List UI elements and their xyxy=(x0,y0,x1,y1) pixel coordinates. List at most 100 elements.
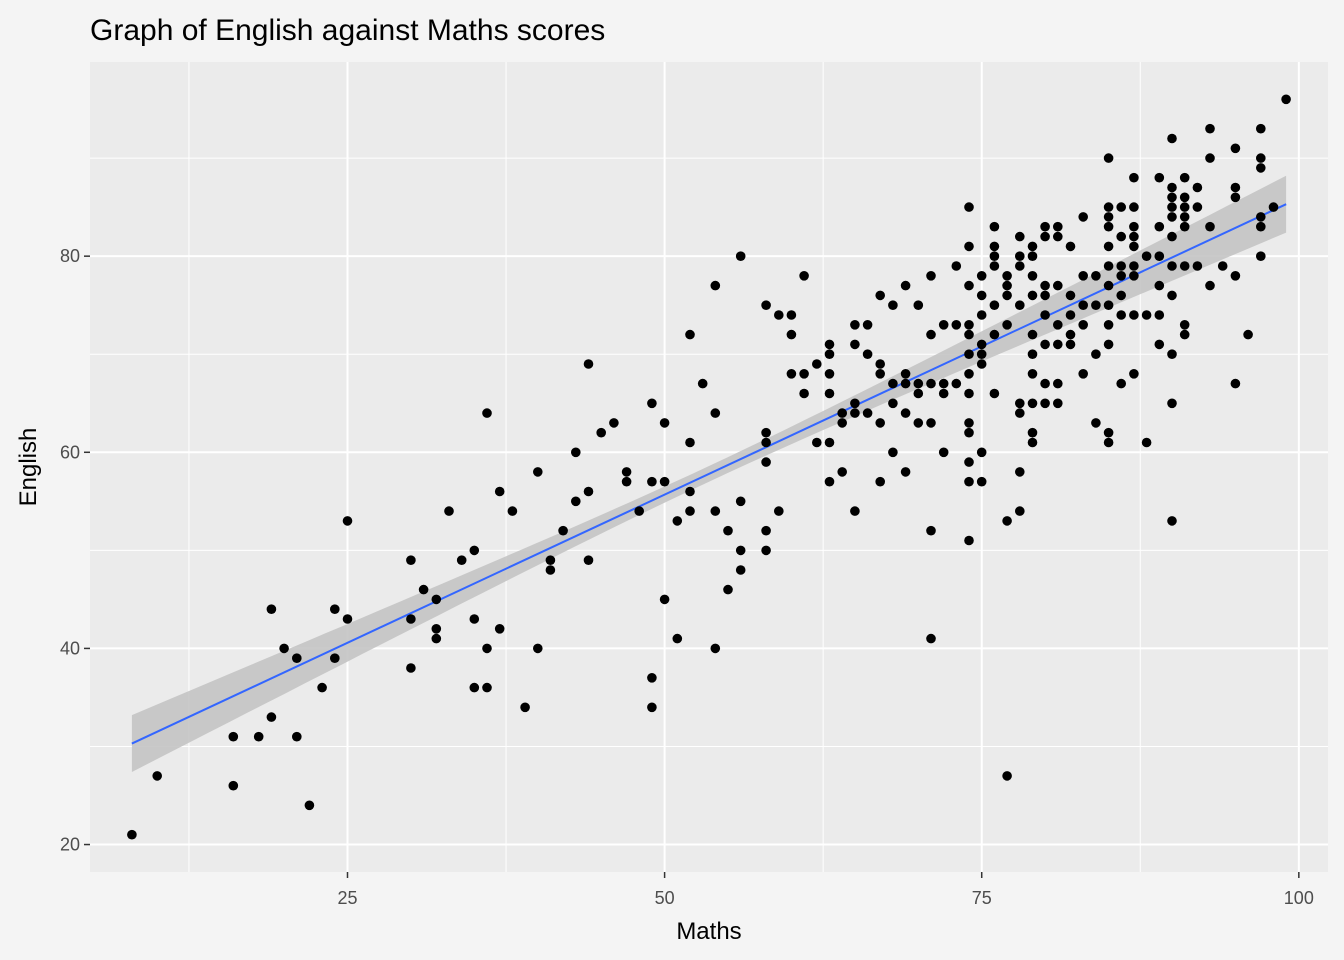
data-point xyxy=(1192,261,1203,271)
data-point xyxy=(964,427,974,438)
data-point xyxy=(1053,221,1063,232)
data-point xyxy=(951,261,962,271)
y-tick-label: 60 xyxy=(60,442,80,462)
data-point xyxy=(989,251,1000,261)
data-point xyxy=(850,339,860,350)
data-point xyxy=(1154,251,1165,261)
data-point xyxy=(1040,310,1050,320)
data-point xyxy=(1015,261,1025,271)
data-point xyxy=(1154,280,1165,291)
data-point xyxy=(1179,261,1190,271)
data-point xyxy=(1256,212,1266,222)
data-point xyxy=(1256,123,1266,134)
data-point xyxy=(1116,202,1126,212)
data-point xyxy=(812,437,822,448)
data-point xyxy=(1179,192,1190,203)
data-point xyxy=(583,486,594,497)
data-point xyxy=(1179,329,1190,340)
data-point xyxy=(989,388,1000,399)
data-point xyxy=(710,280,721,291)
data-point xyxy=(482,408,492,418)
data-point xyxy=(152,771,162,781)
data-point xyxy=(1078,320,1088,330)
data-point xyxy=(647,673,657,683)
data-point xyxy=(1065,310,1076,320)
data-point xyxy=(279,643,289,654)
data-point xyxy=(520,702,530,713)
data-point xyxy=(1015,467,1025,477)
data-point xyxy=(1053,339,1063,350)
data-point xyxy=(418,584,429,595)
data-point xyxy=(964,320,974,330)
data-point xyxy=(913,300,924,311)
data-point xyxy=(837,467,847,477)
data-point xyxy=(494,624,505,634)
data-point xyxy=(1040,280,1050,291)
data-point xyxy=(862,320,873,330)
data-point xyxy=(330,604,340,614)
data-point xyxy=(1141,310,1152,320)
data-point xyxy=(837,418,847,428)
data-point xyxy=(735,496,746,507)
data-point xyxy=(1103,437,1114,448)
data-point xyxy=(330,653,340,663)
data-point xyxy=(1129,172,1139,183)
data-point xyxy=(964,535,974,546)
data-point xyxy=(1129,271,1139,281)
data-point xyxy=(1053,231,1063,242)
data-point xyxy=(1103,427,1114,438)
data-point xyxy=(799,388,809,399)
data-point xyxy=(976,339,987,350)
data-point xyxy=(964,388,974,399)
data-point xyxy=(1179,202,1190,212)
data-point xyxy=(1129,261,1139,271)
data-point xyxy=(976,447,987,458)
data-point xyxy=(1002,280,1012,291)
data-point xyxy=(596,427,606,438)
data-point xyxy=(1167,290,1177,301)
data-point xyxy=(1040,290,1050,301)
data-point xyxy=(545,555,556,565)
data-point xyxy=(976,290,987,301)
data-point xyxy=(1065,290,1076,301)
data-point xyxy=(1167,349,1177,360)
data-point xyxy=(1040,231,1050,242)
data-point xyxy=(1256,251,1266,261)
x-tick-label: 75 xyxy=(972,888,992,908)
x-tick-label: 25 xyxy=(337,888,357,908)
data-point xyxy=(1179,221,1190,232)
data-point xyxy=(1154,221,1165,232)
data-point xyxy=(976,310,987,320)
data-point xyxy=(1103,320,1114,330)
data-point xyxy=(1027,241,1038,252)
data-point xyxy=(583,555,594,565)
data-point xyxy=(875,418,885,428)
data-point xyxy=(938,447,949,458)
data-point xyxy=(1065,339,1076,350)
data-point xyxy=(406,614,416,624)
data-point xyxy=(533,643,543,654)
data-point xyxy=(888,300,898,311)
data-point xyxy=(926,378,936,389)
data-point xyxy=(989,241,1000,252)
data-point xyxy=(1078,212,1088,222)
data-point xyxy=(888,398,898,409)
data-point xyxy=(697,378,708,389)
data-point xyxy=(1268,202,1279,212)
data-point xyxy=(545,565,556,575)
data-point xyxy=(1053,378,1063,389)
data-point xyxy=(786,329,797,340)
data-point xyxy=(1002,271,1012,281)
data-point xyxy=(824,388,835,399)
data-point xyxy=(494,486,505,497)
data-point xyxy=(761,437,771,448)
data-point xyxy=(1116,231,1126,242)
data-point xyxy=(1103,261,1114,271)
data-point xyxy=(1230,192,1241,203)
data-point xyxy=(900,378,911,389)
data-point xyxy=(824,369,835,379)
y-tick-label: 20 xyxy=(60,835,80,855)
data-point xyxy=(1205,153,1215,163)
y-tick-label: 40 xyxy=(60,638,80,658)
